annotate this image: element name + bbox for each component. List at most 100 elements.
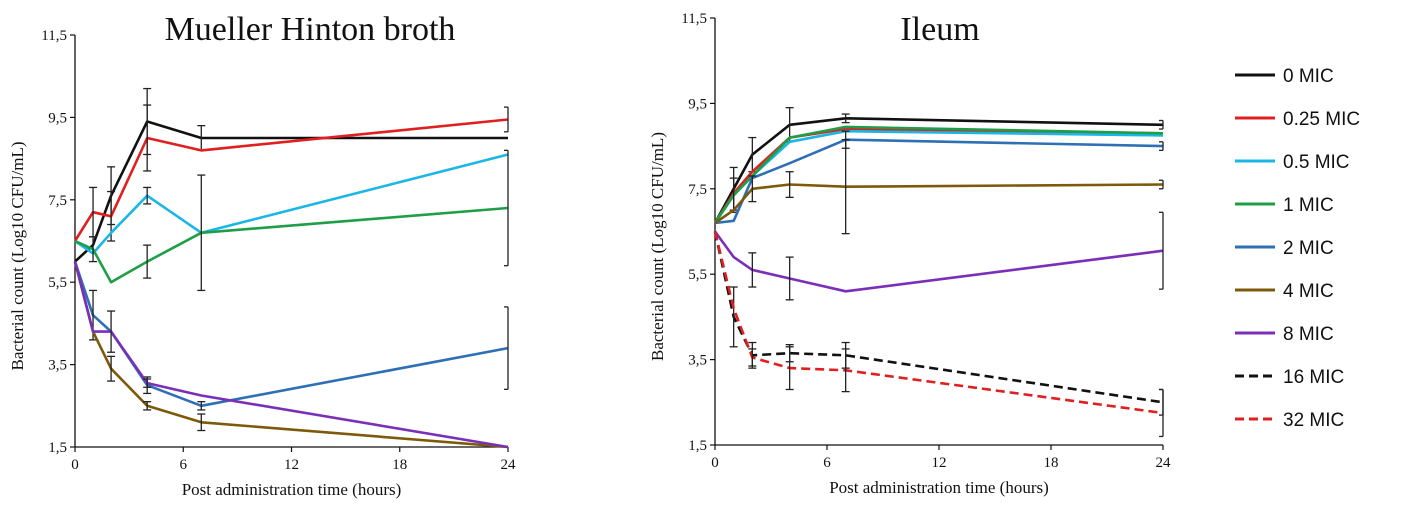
y-tick-label: 1,5 — [48, 440, 67, 456]
legend-label: 1 MIC — [1283, 195, 1334, 216]
error-bar — [748, 136, 757, 173]
legend-label: 32 MIC — [1283, 410, 1344, 431]
y-tick-label: 7,5 — [48, 193, 67, 209]
y-tick-label: 7,5 — [688, 182, 707, 198]
error-bar — [841, 348, 850, 393]
series-line-0-mic — [713, 117, 1164, 224]
legend-item-1-mic: 1 MIC — [1235, 195, 1334, 216]
x-tick-label: 12 — [932, 455, 947, 471]
error-bar — [841, 139, 850, 235]
y-tick-label: 9,5 — [48, 110, 67, 126]
series-4-mic — [73, 261, 509, 449]
error-bar — [748, 175, 757, 203]
legend-label: 2 MIC — [1283, 238, 1334, 259]
legend-item-16-mic: 16 MIC — [1235, 367, 1344, 388]
error-bar — [1159, 141, 1164, 152]
series-line-1-mic — [713, 125, 1164, 224]
series-line-0-25-mic — [73, 118, 509, 242]
y-tick-label: 5,5 — [688, 267, 707, 283]
error-bar — [504, 306, 509, 390]
legend-label: 4 MIC — [1283, 281, 1334, 302]
x-tick-label: 6 — [180, 457, 188, 473]
error-bar — [143, 186, 152, 205]
series-line-16-mic — [713, 231, 1164, 404]
error-bar — [89, 236, 98, 263]
legend-item-4-mic: 4 MIC — [1235, 281, 1334, 302]
error-bar — [504, 149, 509, 267]
chart-title: Mueller Hinton broth — [165, 11, 456, 48]
legend-label: 0 MIC — [1283, 66, 1334, 87]
error-bar — [504, 106, 509, 133]
x-tick-label: 12 — [284, 457, 299, 473]
series-4-mic — [714, 139, 1164, 235]
legend-item-0-mic: 0 MIC — [1235, 66, 1334, 87]
error-bar — [197, 413, 206, 432]
series-line-0-25-mic — [713, 127, 1164, 224]
x-tick-label: 18 — [392, 457, 407, 473]
error-bar — [785, 256, 794, 301]
error-bar — [1159, 119, 1164, 130]
legend-item-2-mic: 2 MIC — [1235, 238, 1334, 259]
series-32-mic — [713, 231, 1164, 438]
chart-legend: 0 MIC 0.25 MIC 0.5 MIC 1 MIC 2 MIC 4 MIC 8 MIC… — [1235, 66, 1360, 431]
legend-item-0-25-mic: 0.25 MIC — [1235, 109, 1360, 130]
series-8-mic — [713, 211, 1164, 301]
legend-label: 0.25 MIC — [1283, 109, 1360, 130]
series-line-2-mic — [714, 138, 1164, 225]
y-tick-label: 3,5 — [688, 353, 707, 369]
legend-label: 16 MIC — [1283, 367, 1344, 388]
series-line-4-mic — [73, 261, 509, 449]
x-tick-label: 18 — [1044, 455, 1059, 471]
x-axis-label: Post administration time (hours) — [829, 478, 1049, 497]
error-bar — [1159, 388, 1164, 438]
y-tick-label: 9,5 — [688, 96, 707, 112]
error-bar — [197, 174, 206, 292]
chart-panel-mueller-hinton-broth: Mueller Hinton broth 1,5 3,5 5,5 7,5 9,5 11,5 0… — [8, 11, 516, 499]
error-bar — [107, 310, 116, 353]
error-bar — [748, 348, 757, 367]
series-2-mic — [73, 261, 509, 411]
series-0-25-mic — [713, 127, 1164, 224]
error-bar — [1159, 211, 1164, 290]
x-tick-label: 24 — [1156, 455, 1172, 471]
x-tick-label: 24 — [501, 457, 517, 473]
series-line-1-mic — [74, 206, 509, 284]
error-bar — [143, 244, 152, 279]
series-1-mic — [74, 149, 509, 292]
y-tick-label: 5,5 — [48, 275, 67, 291]
error-bar — [729, 286, 738, 348]
series-0-25-mic — [73, 104, 509, 242]
x-tick-label: 0 — [711, 455, 719, 471]
error-bar — [143, 104, 152, 172]
y-tick-label: 1,5 — [688, 438, 707, 454]
y-tick-label: 11,5 — [41, 28, 67, 44]
series-line-8-mic — [73, 261, 509, 449]
x-tick-label: 0 — [71, 457, 79, 473]
series-8-mic — [73, 261, 509, 449]
series-line-4-mic — [714, 183, 1164, 225]
y-axis-label: Bacterial count (Log10 CFU/mL) — [8, 142, 27, 371]
error-bar — [748, 252, 757, 288]
y-tick-label: 11,5 — [681, 11, 707, 27]
error-bar — [841, 113, 850, 124]
legend-label: 0.5 MIC — [1283, 152, 1350, 173]
legend-item-0-5-mic: 0.5 MIC — [1235, 152, 1350, 173]
error-bar — [785, 171, 794, 198]
x-axis-label: Post administration time (hours) — [182, 480, 402, 499]
error-bar — [107, 355, 116, 382]
y-axis-label: Bacterial count (Log10 CFU/mL) — [648, 132, 667, 361]
y-tick-label: 3,5 — [48, 358, 67, 374]
series-line-8-mic — [713, 230, 1164, 293]
legend-label: 8 MIC — [1283, 324, 1334, 345]
error-bar — [785, 346, 794, 391]
error-bar — [197, 401, 206, 411]
series-line-2-mic — [73, 261, 509, 408]
error-bar — [143, 401, 152, 411]
legend-item-32-mic: 32 MIC — [1235, 410, 1344, 431]
legend-item-8-mic: 8 MIC — [1235, 324, 1334, 345]
series-0-5-mic — [74, 153, 509, 255]
error-bar — [1159, 179, 1164, 190]
series-line-0-5-mic — [74, 153, 509, 255]
error-bar — [143, 378, 152, 388]
